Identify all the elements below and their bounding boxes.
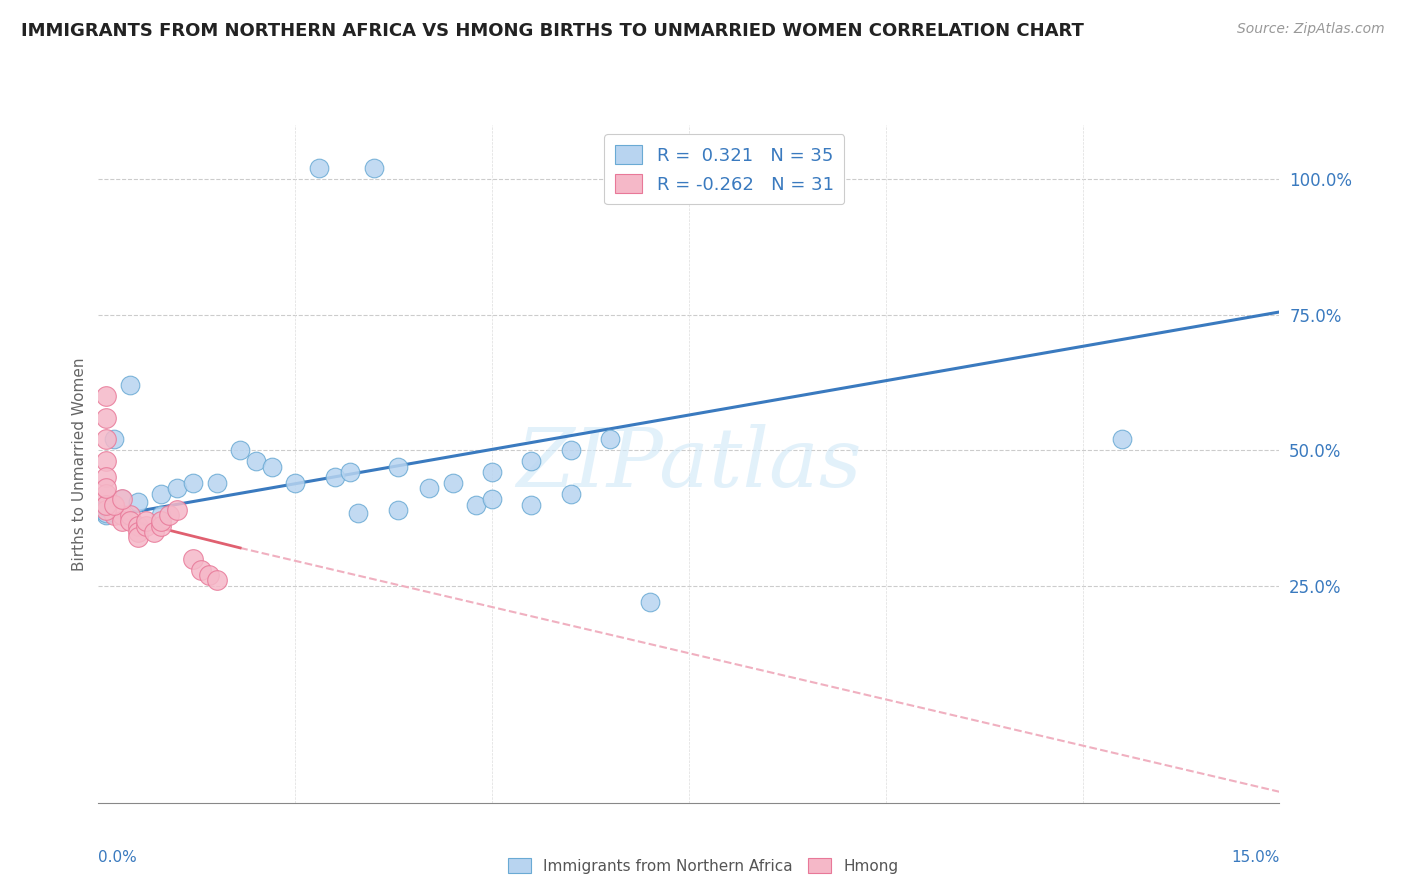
Point [205, 574, 228, 588]
Point [103, 498, 125, 512]
Point [229, 443, 252, 458]
Point [387, 459, 409, 474]
Point [127, 524, 149, 539]
Point [1111, 433, 1133, 447]
Point [560, 443, 582, 458]
Point [465, 498, 488, 512]
Point [418, 481, 440, 495]
Point [118, 378, 141, 392]
Point [323, 470, 346, 484]
Point [260, 459, 283, 474]
Point [181, 475, 204, 490]
Text: 0.0%: 0.0% [98, 850, 138, 865]
Point [103, 433, 125, 447]
Point [599, 433, 621, 447]
Point [441, 475, 464, 490]
Text: IMMIGRANTS FROM NORTHERN AFRICA VS HMONG BIRTHS TO UNMARRIED WOMEN CORRELATION C: IMMIGRANTS FROM NORTHERN AFRICA VS HMONG… [21, 22, 1084, 40]
Point [96, 389, 118, 403]
Point [520, 498, 543, 512]
Text: 15.0%: 15.0% [1232, 850, 1279, 865]
Legend: Immigrants from Northern Africa, Hmong: Immigrants from Northern Africa, Hmong [502, 852, 904, 880]
Point [190, 563, 212, 577]
Point [96, 454, 118, 468]
Point [166, 503, 188, 517]
Point [127, 495, 149, 509]
Point [157, 508, 180, 523]
Y-axis label: Births to Unmarried Women: Births to Unmarried Women [72, 357, 87, 571]
Legend: R =  0.321   N = 35, R = -0.262   N = 31: R = 0.321 N = 35, R = -0.262 N = 31 [605, 134, 845, 204]
Point [111, 514, 134, 528]
Point [96, 470, 118, 484]
Point [284, 475, 307, 490]
Point [205, 475, 228, 490]
Point [245, 454, 267, 468]
Point [96, 506, 118, 520]
Point [520, 454, 543, 468]
Point [111, 492, 134, 507]
Text: Source: ZipAtlas.com: Source: ZipAtlas.com [1237, 22, 1385, 37]
Point [347, 506, 370, 520]
Point [96, 503, 118, 517]
Point [135, 519, 157, 533]
Point [96, 486, 118, 500]
Point [96, 481, 118, 495]
Point [363, 161, 385, 176]
Point [481, 465, 503, 479]
Point [150, 508, 173, 523]
Point [111, 508, 134, 523]
Point [150, 514, 173, 528]
Point [127, 530, 149, 544]
Point [118, 508, 141, 523]
Point [166, 481, 188, 495]
Point [339, 465, 361, 479]
Point [387, 503, 409, 517]
Point [308, 161, 330, 176]
Point [150, 519, 173, 533]
Point [96, 500, 118, 515]
Point [96, 508, 118, 523]
Point [96, 410, 118, 425]
Point [181, 551, 204, 566]
Text: ZIPatlas: ZIPatlas [516, 424, 862, 504]
Point [142, 524, 165, 539]
Point [103, 508, 125, 523]
Point [481, 492, 503, 507]
Point [150, 486, 173, 500]
Point [111, 492, 134, 507]
Point [127, 519, 149, 533]
Point [560, 486, 582, 500]
Point [96, 498, 118, 512]
Point [118, 514, 141, 528]
Point [103, 498, 125, 512]
Point [135, 514, 157, 528]
Point [638, 595, 661, 609]
Point [96, 433, 118, 447]
Point [197, 568, 219, 582]
